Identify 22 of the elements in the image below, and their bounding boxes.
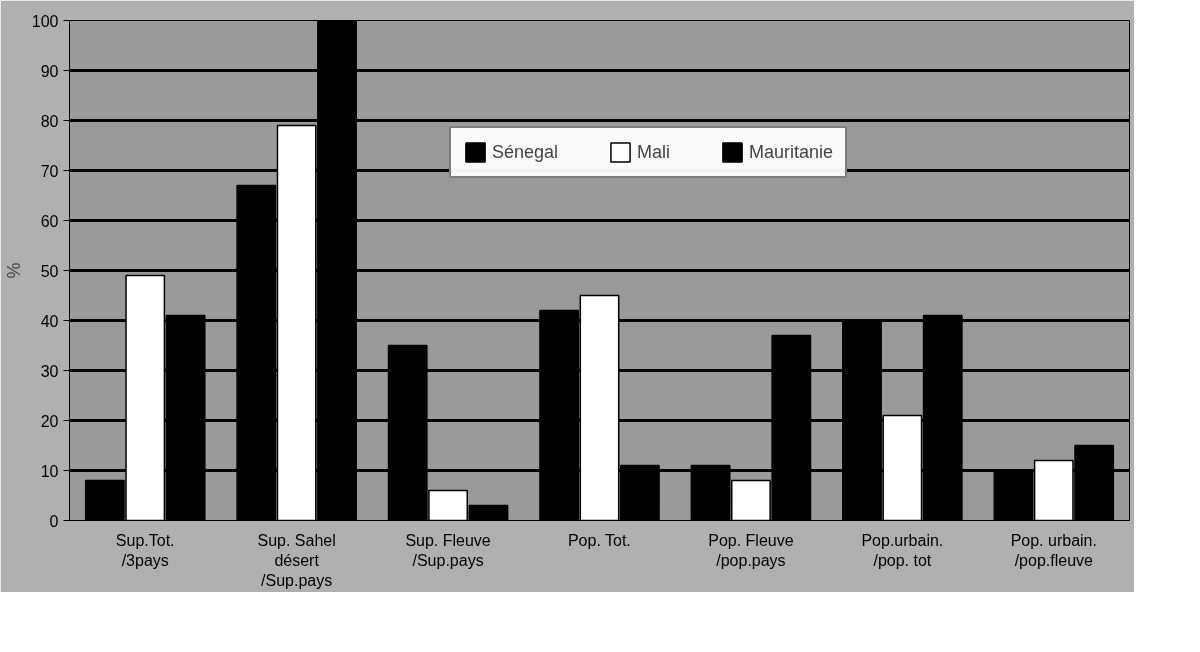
y-tick-label: 40	[40, 312, 59, 330]
y-axis-title: %	[3, 262, 24, 279]
y-tick-label: 90	[40, 62, 59, 80]
x-tick-label: Sup. Fleuve /Sup.pays	[405, 531, 491, 569]
y-tick-label: 10	[40, 462, 59, 480]
x-tick-label: Sup.Tot. /3pays	[115, 531, 175, 569]
y-tick-label: 30	[40, 362, 59, 380]
y-tick-label: 0	[49, 512, 59, 530]
x-tick-label: Pop. Fleuve /pop.pays	[708, 531, 794, 569]
y-tick-label: 60	[40, 212, 59, 230]
x-tick-label: Sup. Sahel désert /Sup.pays	[257, 531, 336, 590]
y-tick-label: 100	[31, 12, 59, 30]
x-tick-label: Pop. urbain. /pop.fleuve	[1010, 531, 1097, 569]
x-tick-label: Pop.urbain. /pop. tot	[861, 531, 944, 569]
legend-label: Mauritanie	[749, 141, 834, 163]
x-tick-label: Pop. Tot.	[567, 531, 631, 549]
y-tick-label: 80	[40, 112, 59, 130]
legend-label: Sénegal	[492, 141, 559, 163]
y-tick-label: 20	[40, 412, 59, 430]
y-tick-label: 70	[40, 162, 59, 180]
legend-label: Mali	[637, 141, 671, 163]
y-tick-label: 50	[40, 262, 59, 280]
